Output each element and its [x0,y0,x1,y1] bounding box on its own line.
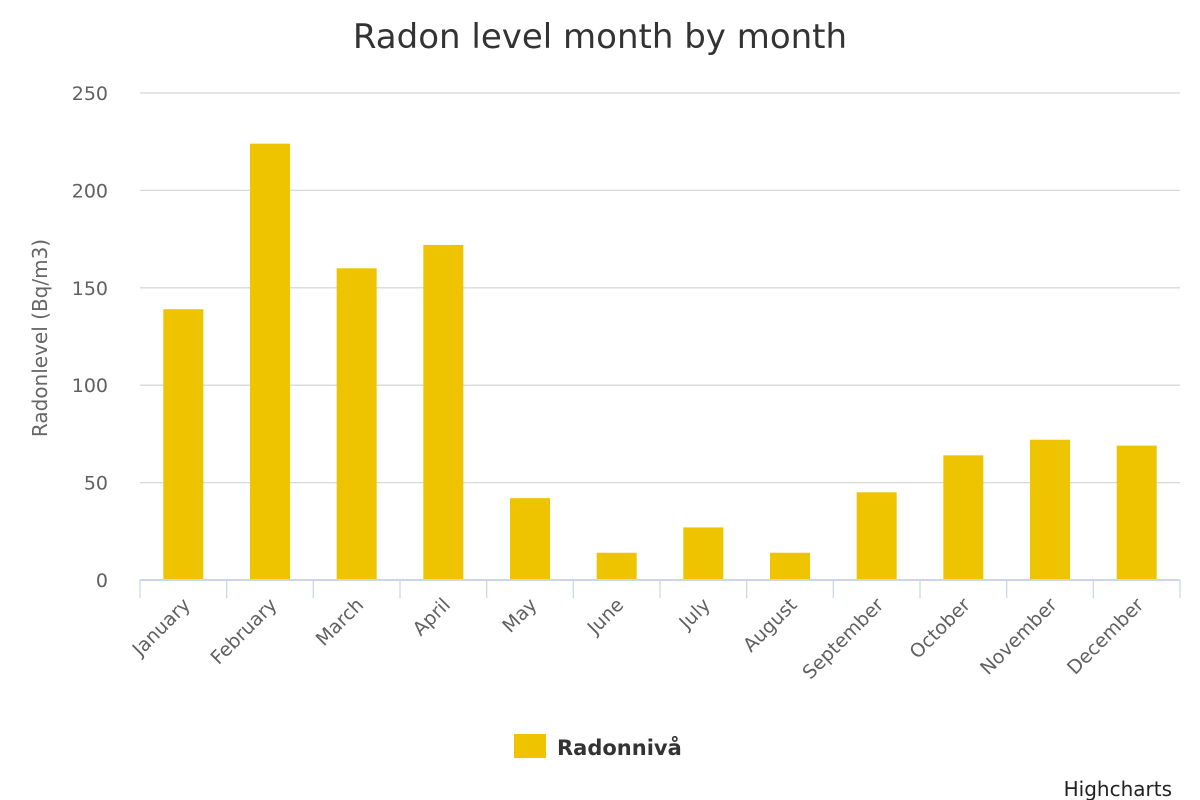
x-tick-label: October [906,594,975,663]
bar-october[interactable] [943,455,984,580]
bar-april[interactable] [423,244,464,580]
y-tick-label: 0 [96,570,108,592]
x-tick-label: January [128,594,195,661]
bar-january[interactable] [163,309,204,580]
legend-label[interactable]: Radonnivå [557,735,682,760]
x-tick-label: July [674,594,714,634]
credits-link[interactable]: Highcharts [1064,777,1172,800]
x-axis-ticks: January February March April May June July Augu… [128,580,1181,684]
x-tick-label: December [1063,594,1148,679]
y-tick-label: 50 [84,473,108,495]
x-tick-label: February [206,594,281,669]
bar-march[interactable] [336,268,377,580]
y-axis-ticks: 0 50 100 150 200 250 [72,83,108,592]
x-tick-label: August [739,594,802,657]
gridlines [140,92,1180,484]
y-tick-label: 150 [72,278,108,300]
x-tick-label: June [583,594,629,640]
bar-february[interactable] [250,143,290,580]
bar-june[interactable] [596,552,637,580]
y-axis-label: Radonlevel (Bq/m3) [28,239,52,437]
chart-title: Radon level month by month [353,17,847,57]
x-tick-label: March [312,594,369,651]
bar-july[interactable] [683,527,724,580]
x-tick-label: September [798,594,888,684]
bar-september[interactable] [856,492,897,580]
y-tick-label: 200 [72,180,108,202]
x-tick-label: May [498,594,541,637]
bar-may[interactable] [510,498,550,580]
bars [163,143,1157,580]
y-tick-label: 100 [72,375,108,397]
legend-swatch [514,734,546,758]
x-tick-label: November [976,594,1062,680]
legend[interactable]: Radonnivå [514,734,682,760]
bar-november[interactable] [1030,439,1070,580]
bar-august[interactable] [770,552,810,580]
x-tick-label: April [409,594,455,640]
bar-december[interactable] [1116,445,1157,580]
y-tick-label: 250 [72,83,108,105]
